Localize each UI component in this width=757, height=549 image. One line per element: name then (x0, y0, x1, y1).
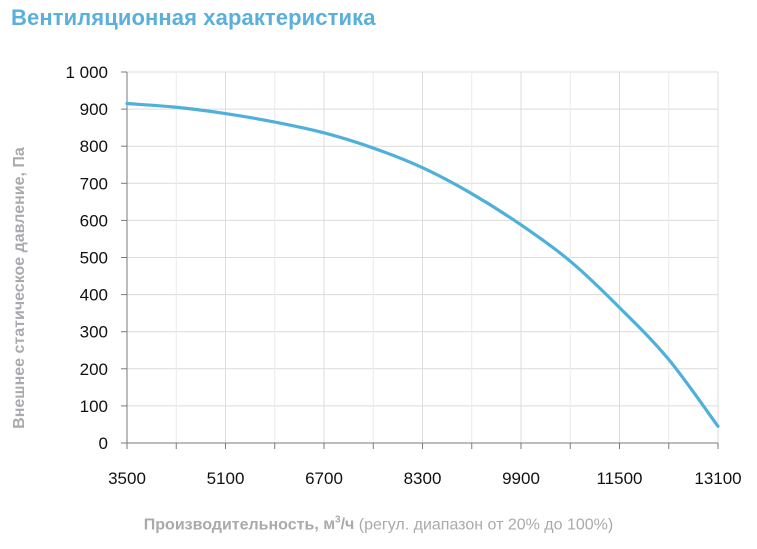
y-tick-label: 400 (80, 286, 108, 305)
series-group (125, 101, 720, 428)
x-tick-label: 6700 (305, 469, 343, 488)
y-tick-label: 600 (80, 211, 108, 230)
y-tick-label: 0 (99, 434, 108, 453)
x-axis-unit-suffix: /ч (340, 516, 355, 534)
x-tick-label: 9900 (502, 469, 540, 488)
axes (121, 71, 719, 449)
y-tick-label: 100 (80, 397, 108, 416)
x-tick-label: 8300 (404, 469, 442, 488)
x-axis-label-main: Производительность (143, 516, 315, 534)
x-axis-label-note: (регул. диапазон от 20% до 100%) (354, 516, 614, 534)
tick-labels: 0 100 200 300 400 500 600 700 800 900 1 000 3500 510… (65, 63, 741, 488)
y-tick-label: 1 000 (65, 63, 108, 82)
x-tick-label: 13100 (694, 469, 741, 488)
y-tick-label: 700 (80, 174, 108, 193)
chart-title: Вентиляционная характеристика (11, 5, 376, 30)
y-tick-label: 900 (80, 100, 108, 119)
x-axis-unit-exponent: 3 (335, 515, 341, 526)
x-axis-unit-prefix: , м (314, 516, 336, 534)
y-tick-label: 300 (80, 323, 108, 342)
x-tick-label: 3500 (108, 469, 146, 488)
grid-lines (127, 71, 719, 443)
y-tick-label: 800 (80, 137, 108, 156)
x-tick-label: 11500 (596, 469, 642, 488)
x-tick-label: 5100 (207, 469, 245, 488)
x-axis-label: Производительность, м3/ч (регул. диапазо… (0, 515, 757, 534)
series-line (125, 101, 720, 428)
x-axis-unit: , м3/ч (314, 515, 355, 534)
y-tick-label: 500 (80, 249, 108, 268)
y-tick-label: 200 (80, 360, 108, 379)
